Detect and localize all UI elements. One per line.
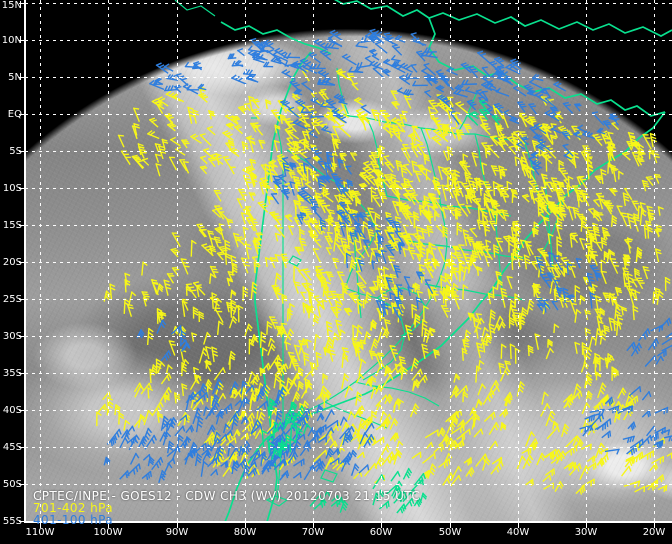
x-tick-label: 40W bbox=[506, 527, 530, 538]
y-tick-mark bbox=[19, 373, 26, 374]
x-tick-mark bbox=[450, 523, 451, 528]
x-tick-mark bbox=[177, 523, 178, 528]
y-tick-mark bbox=[19, 521, 26, 522]
y-tick-mark bbox=[19, 3, 26, 4]
legend-item-mid-level: 701-402 hPa bbox=[33, 501, 114, 515]
x-axis-labels: 110W 100W 90W 80W 70W 60W 50W 40W 30W 20W bbox=[0, 523, 672, 544]
x-tick-mark bbox=[245, 523, 246, 528]
y-tick-label: 40S bbox=[2, 405, 22, 416]
x-tick-label: 110W bbox=[25, 527, 55, 538]
x-tick-mark bbox=[518, 523, 519, 528]
y-tick-label: 30S bbox=[2, 331, 22, 342]
x-tick-label: 20W bbox=[642, 527, 666, 538]
y-tick-mark bbox=[19, 410, 26, 411]
y-tick-mark bbox=[19, 188, 26, 189]
x-tick-label: 90W bbox=[165, 527, 189, 538]
y-tick-mark bbox=[19, 484, 26, 485]
y-tick-label: 35S bbox=[2, 368, 22, 379]
x-tick-label: 80W bbox=[233, 527, 257, 538]
x-tick-label: 70W bbox=[301, 527, 325, 538]
x-tick-label: 100W bbox=[93, 527, 123, 538]
product-caption: CPTEC/INPE - GOES12 - CDW CH3 (WV) 20120… bbox=[33, 489, 421, 503]
y-tick-mark bbox=[19, 336, 26, 337]
satellite-imagery bbox=[25, 0, 672, 522]
y-tick-label: 15S bbox=[2, 220, 22, 231]
x-tick-label: 30W bbox=[574, 527, 598, 538]
y-tick-label: 45S bbox=[2, 442, 22, 453]
y-tick-label: 25S bbox=[2, 294, 22, 305]
x-axis-line bbox=[24, 521, 672, 523]
legend-item-upper-level: 401-100 hPa bbox=[33, 513, 114, 527]
y-tick-label: 10S bbox=[2, 183, 22, 194]
map-plot-area bbox=[25, 0, 672, 522]
x-tick-mark bbox=[40, 523, 41, 528]
y-tick-label: 5S bbox=[9, 146, 22, 157]
y-tick-label: 5N bbox=[8, 72, 22, 83]
y-tick-mark bbox=[19, 225, 26, 226]
x-tick-mark bbox=[654, 523, 655, 528]
y-tick-mark bbox=[19, 299, 26, 300]
x-tick-mark bbox=[108, 523, 109, 528]
y-tick-label: 10N bbox=[1, 35, 22, 46]
x-tick-mark bbox=[381, 523, 382, 528]
y-tick-label: 20S bbox=[2, 257, 22, 268]
y-tick-label: 15N bbox=[1, 0, 22, 11]
x-tick-label: 60W bbox=[369, 527, 393, 538]
y-tick-mark bbox=[19, 77, 26, 78]
y-tick-mark bbox=[19, 40, 26, 41]
x-tick-label: 50W bbox=[438, 527, 462, 538]
x-tick-mark bbox=[313, 523, 314, 528]
y-tick-label: 50S bbox=[2, 479, 22, 490]
y-tick-mark bbox=[19, 114, 26, 115]
y-tick-mark bbox=[19, 447, 26, 448]
x-tick-mark bbox=[586, 523, 587, 528]
y-axis-labels: 15N 10N 5N EQ 5S 10S 15S 20S 25S 30S 35S 40S 45S 50S 5… bbox=[0, 0, 26, 544]
y-tick-label: EQ bbox=[7, 109, 22, 120]
water-vapor-field bbox=[25, 11, 672, 522]
y-axis-line bbox=[24, 0, 26, 523]
y-tick-mark bbox=[19, 151, 26, 152]
y-tick-mark bbox=[19, 262, 26, 263]
y-tick-label: 55S bbox=[2, 516, 22, 527]
